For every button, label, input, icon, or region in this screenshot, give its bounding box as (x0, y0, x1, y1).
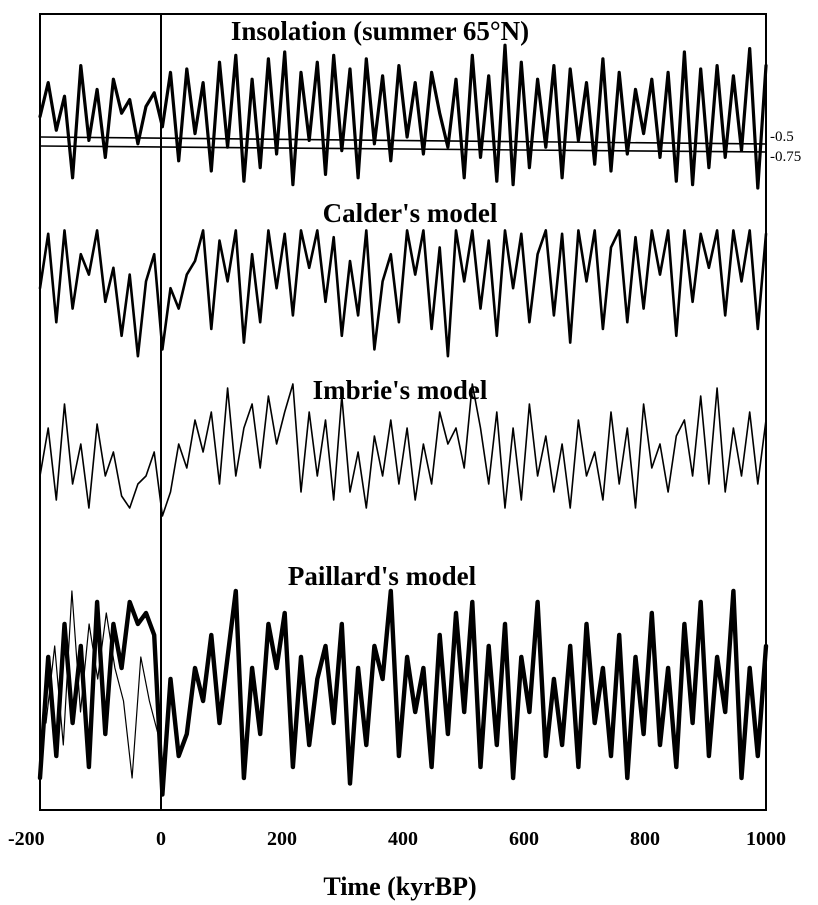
x-tick-label-7: 1000 (746, 828, 786, 850)
x-tick-label-3: 200 (267, 828, 297, 850)
x-tick-label-5: 600 (509, 828, 539, 850)
x-tick-labels: -200 0 200 400 600 800 1000 (8, 828, 786, 850)
reference-line-label-1: -0.5 (770, 129, 794, 145)
panel-title-2: Calder's model (323, 198, 498, 228)
panel-title-4: Paillard's model (288, 561, 477, 591)
x-tick-label-2: 0 (156, 828, 166, 850)
reference-line-label-2: -0.75 (770, 149, 801, 165)
series-line-panel-4-2 (45, 590, 159, 779)
x-axis-title: Time (kyrBP) (323, 872, 476, 901)
x-tick-label-4: 400 (388, 828, 418, 850)
plot-frame (39, 13, 767, 811)
x-tick-label-1: -200 (8, 828, 45, 850)
x-tick-label-6: 800 (630, 828, 660, 850)
panel-title-1: Insolation (summer 65°N) (231, 16, 529, 46)
panel-title-3: Imbrie's model (313, 375, 488, 405)
